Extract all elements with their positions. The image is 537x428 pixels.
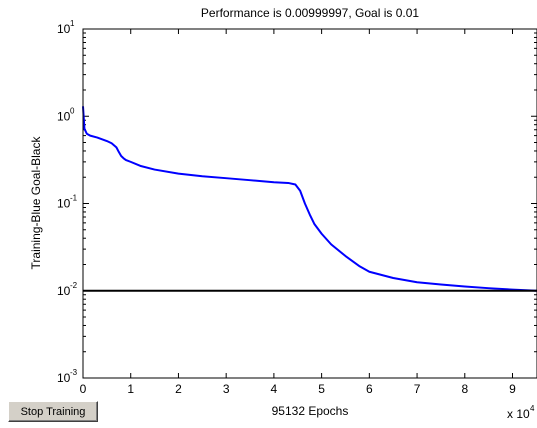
y-axis-label: Training-Blue Goal-Black [29,136,43,270]
x-tick-label: 2 [175,382,182,396]
x-tick-label: 7 [414,382,421,396]
y-tick-base: 10 [57,284,71,298]
x-tick-label: 9 [509,382,516,396]
y-tick-label: 10 -2 [57,281,78,298]
y-tick-exponent: 1 [70,19,75,28]
chart-title: Performance is 0.00999997, Goal is 0.01 [201,6,419,20]
x-tick-label: 6 [366,382,373,396]
y-tick-label: 10 -1 [57,194,78,211]
y-tick-exponent: -2 [70,281,78,290]
y-tick-base: 10 [57,22,71,36]
y-tick-base: 10 [57,197,71,211]
plot-area [83,29,537,378]
x-tick-label: 3 [223,382,230,396]
x-multiplier-exponent: 4 [530,404,535,413]
y-tick-label: 10 -3 [57,368,78,385]
y-tick-exponent: 0 [70,106,75,115]
x-multiplier: x 10 4 [507,404,535,421]
x-tick-label: 8 [461,382,468,396]
x-tick-label: 0 [80,382,87,396]
y-tick-base: 10 [57,371,71,385]
training-line [82,106,537,292]
plot-frame [82,28,537,379]
x-tick-label: 5 [318,382,325,396]
x-axis-label: 95132 Epochs [272,404,349,418]
x-multiplier-base: x 10 [507,407,530,421]
stop-training-button[interactable]: Stop Training [8,401,98,422]
y-tick-exponent: -1 [70,194,78,203]
x-tick-label: 4 [271,382,278,396]
x-tick-label: 1 [127,382,134,396]
y-tick-label: 10 1 [57,19,75,36]
y-tick-base: 10 [57,109,71,123]
y-tick-label: 10 0 [57,106,75,123]
y-tick-exponent: -3 [70,368,78,377]
